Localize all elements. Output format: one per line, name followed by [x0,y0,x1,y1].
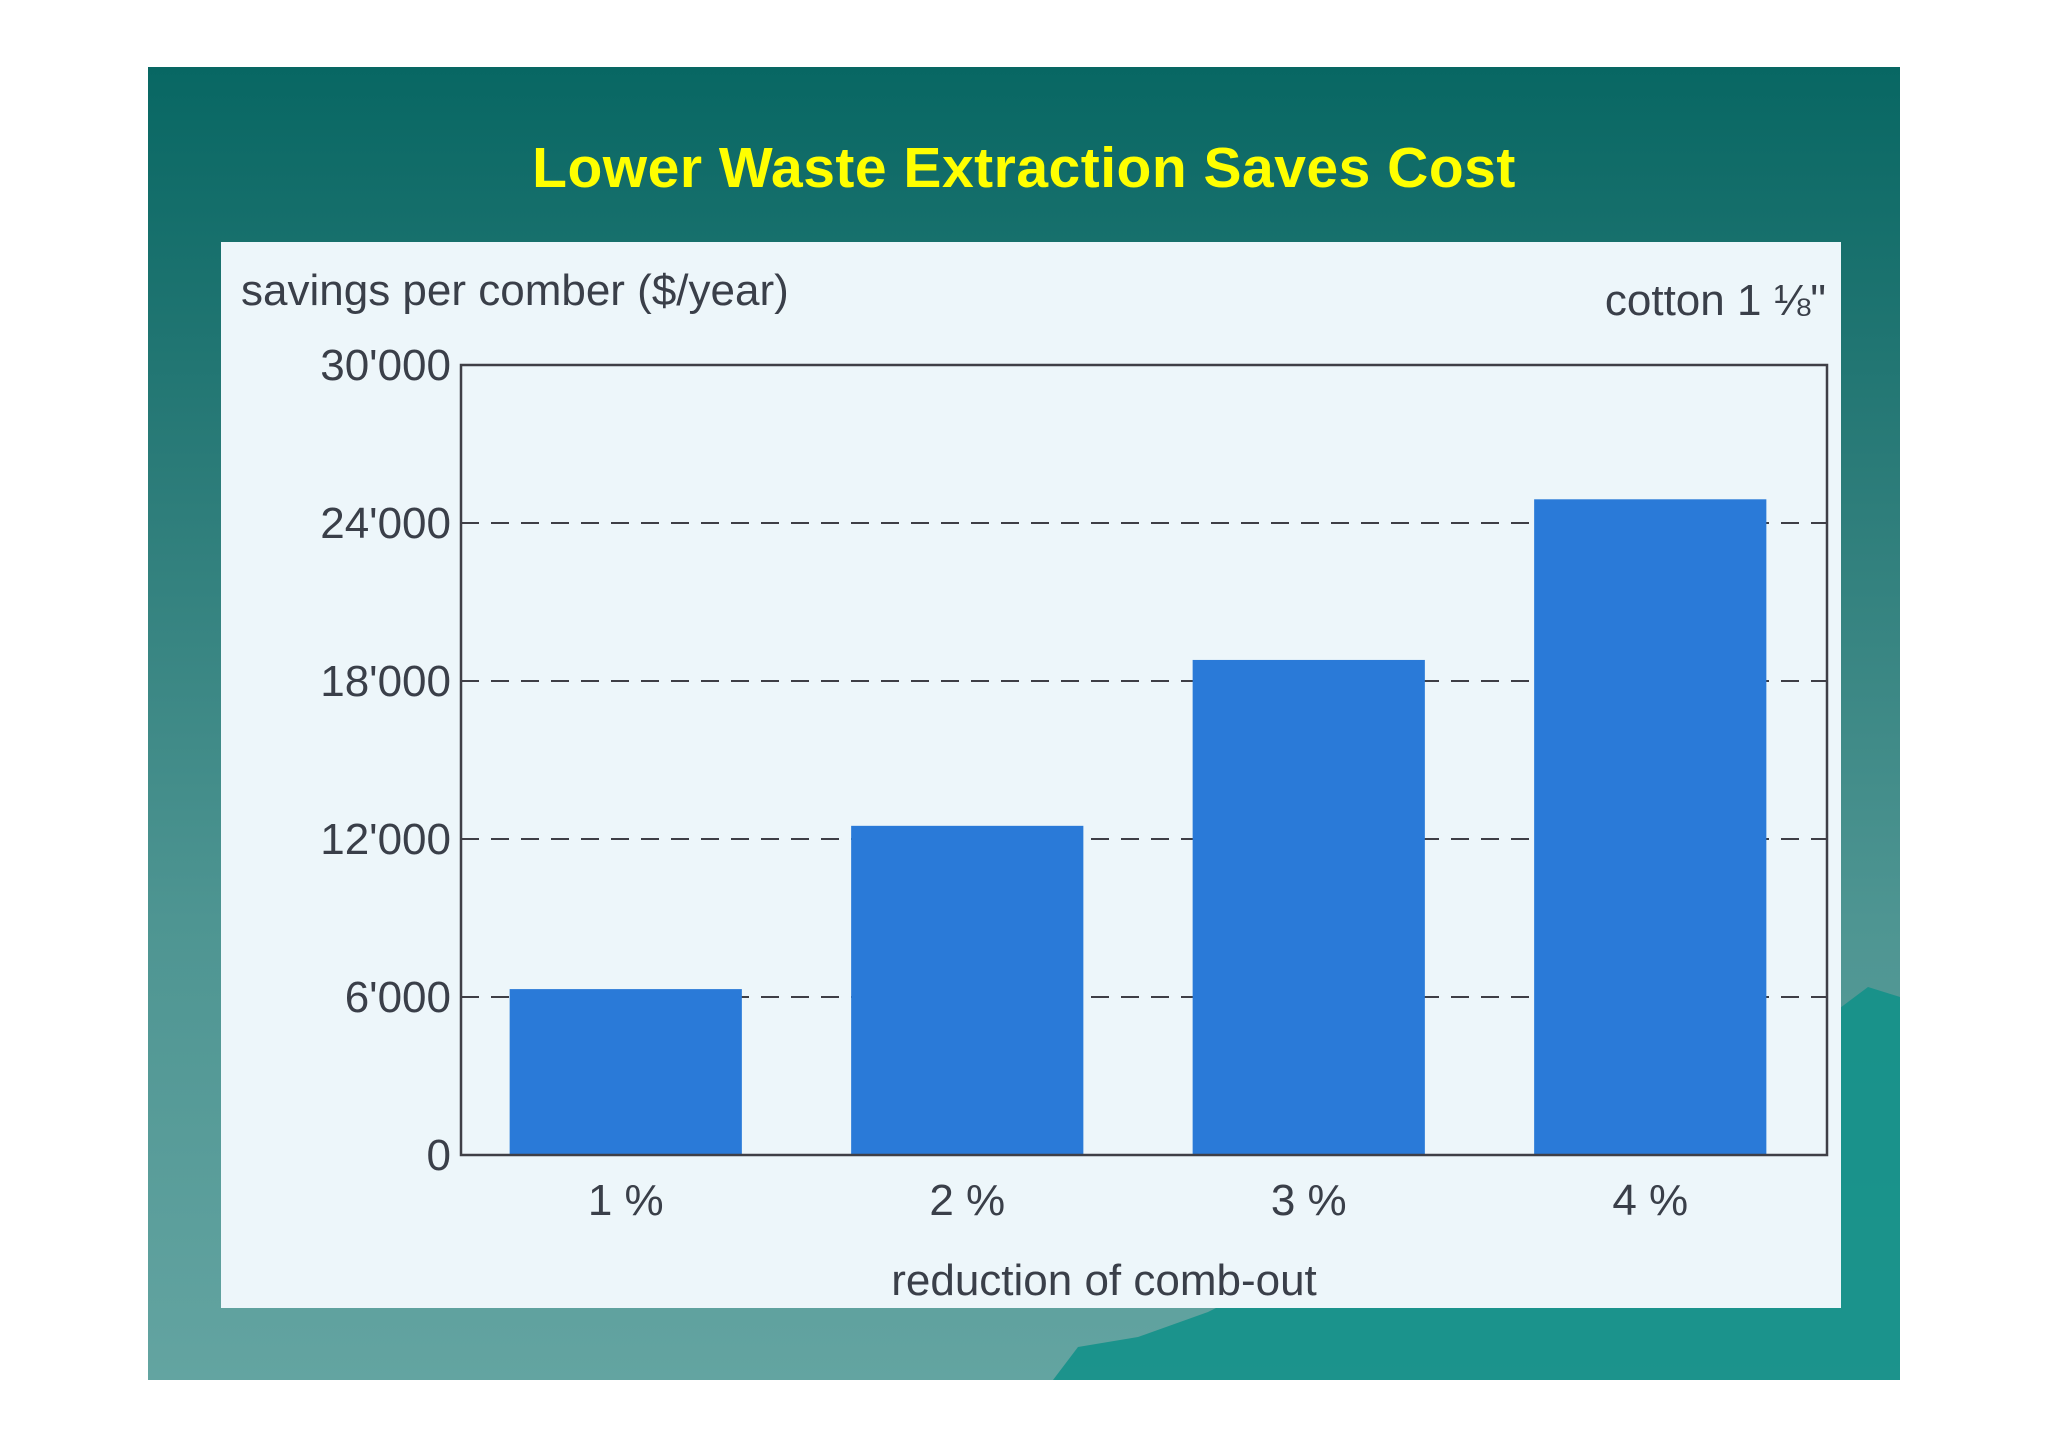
bar [509,989,742,1155]
y-tick-label: 6'000 [345,973,451,1022]
bars [509,499,1767,1155]
y-tick-labels: 0 6'000 12'000 18'000 24'000 30'000 [320,341,451,1180]
x-tick-label: 2 % [929,1176,1005,1225]
x-axis-title: reduction of comb-out [891,1256,1317,1305]
y-tick-label: 24'000 [320,499,451,548]
x-tick-labels: 1 % 2 % 3 % 4 % [588,1176,1688,1225]
y-tick-label: 12'000 [320,815,451,864]
y-tick-label: 0 [427,1131,451,1180]
x-tick-label: 1 % [588,1176,664,1225]
slide: Lower Waste Extraction Saves Cost saving… [148,67,1900,1380]
bar [1192,659,1425,1155]
chart-panel: savings per comber ($/year) cotton 1 ⅛" … [221,242,1841,1308]
bar [1534,499,1767,1155]
y-axis-title: savings per comber ($/year) [241,266,789,315]
x-tick-label: 3 % [1271,1176,1347,1225]
bar [851,825,1084,1155]
x-tick-label: 4 % [1612,1176,1688,1225]
y-tick-label: 18'000 [320,657,451,706]
y-tick-label: 30'000 [320,341,451,390]
bar-chart: savings per comber ($/year) cotton 1 ⅛" … [241,266,1829,1305]
plot-frame [459,363,1829,1157]
slide-title: Lower Waste Extraction Saves Cost [532,136,1516,200]
chart-annotation: cotton 1 ⅛" [1605,276,1826,325]
